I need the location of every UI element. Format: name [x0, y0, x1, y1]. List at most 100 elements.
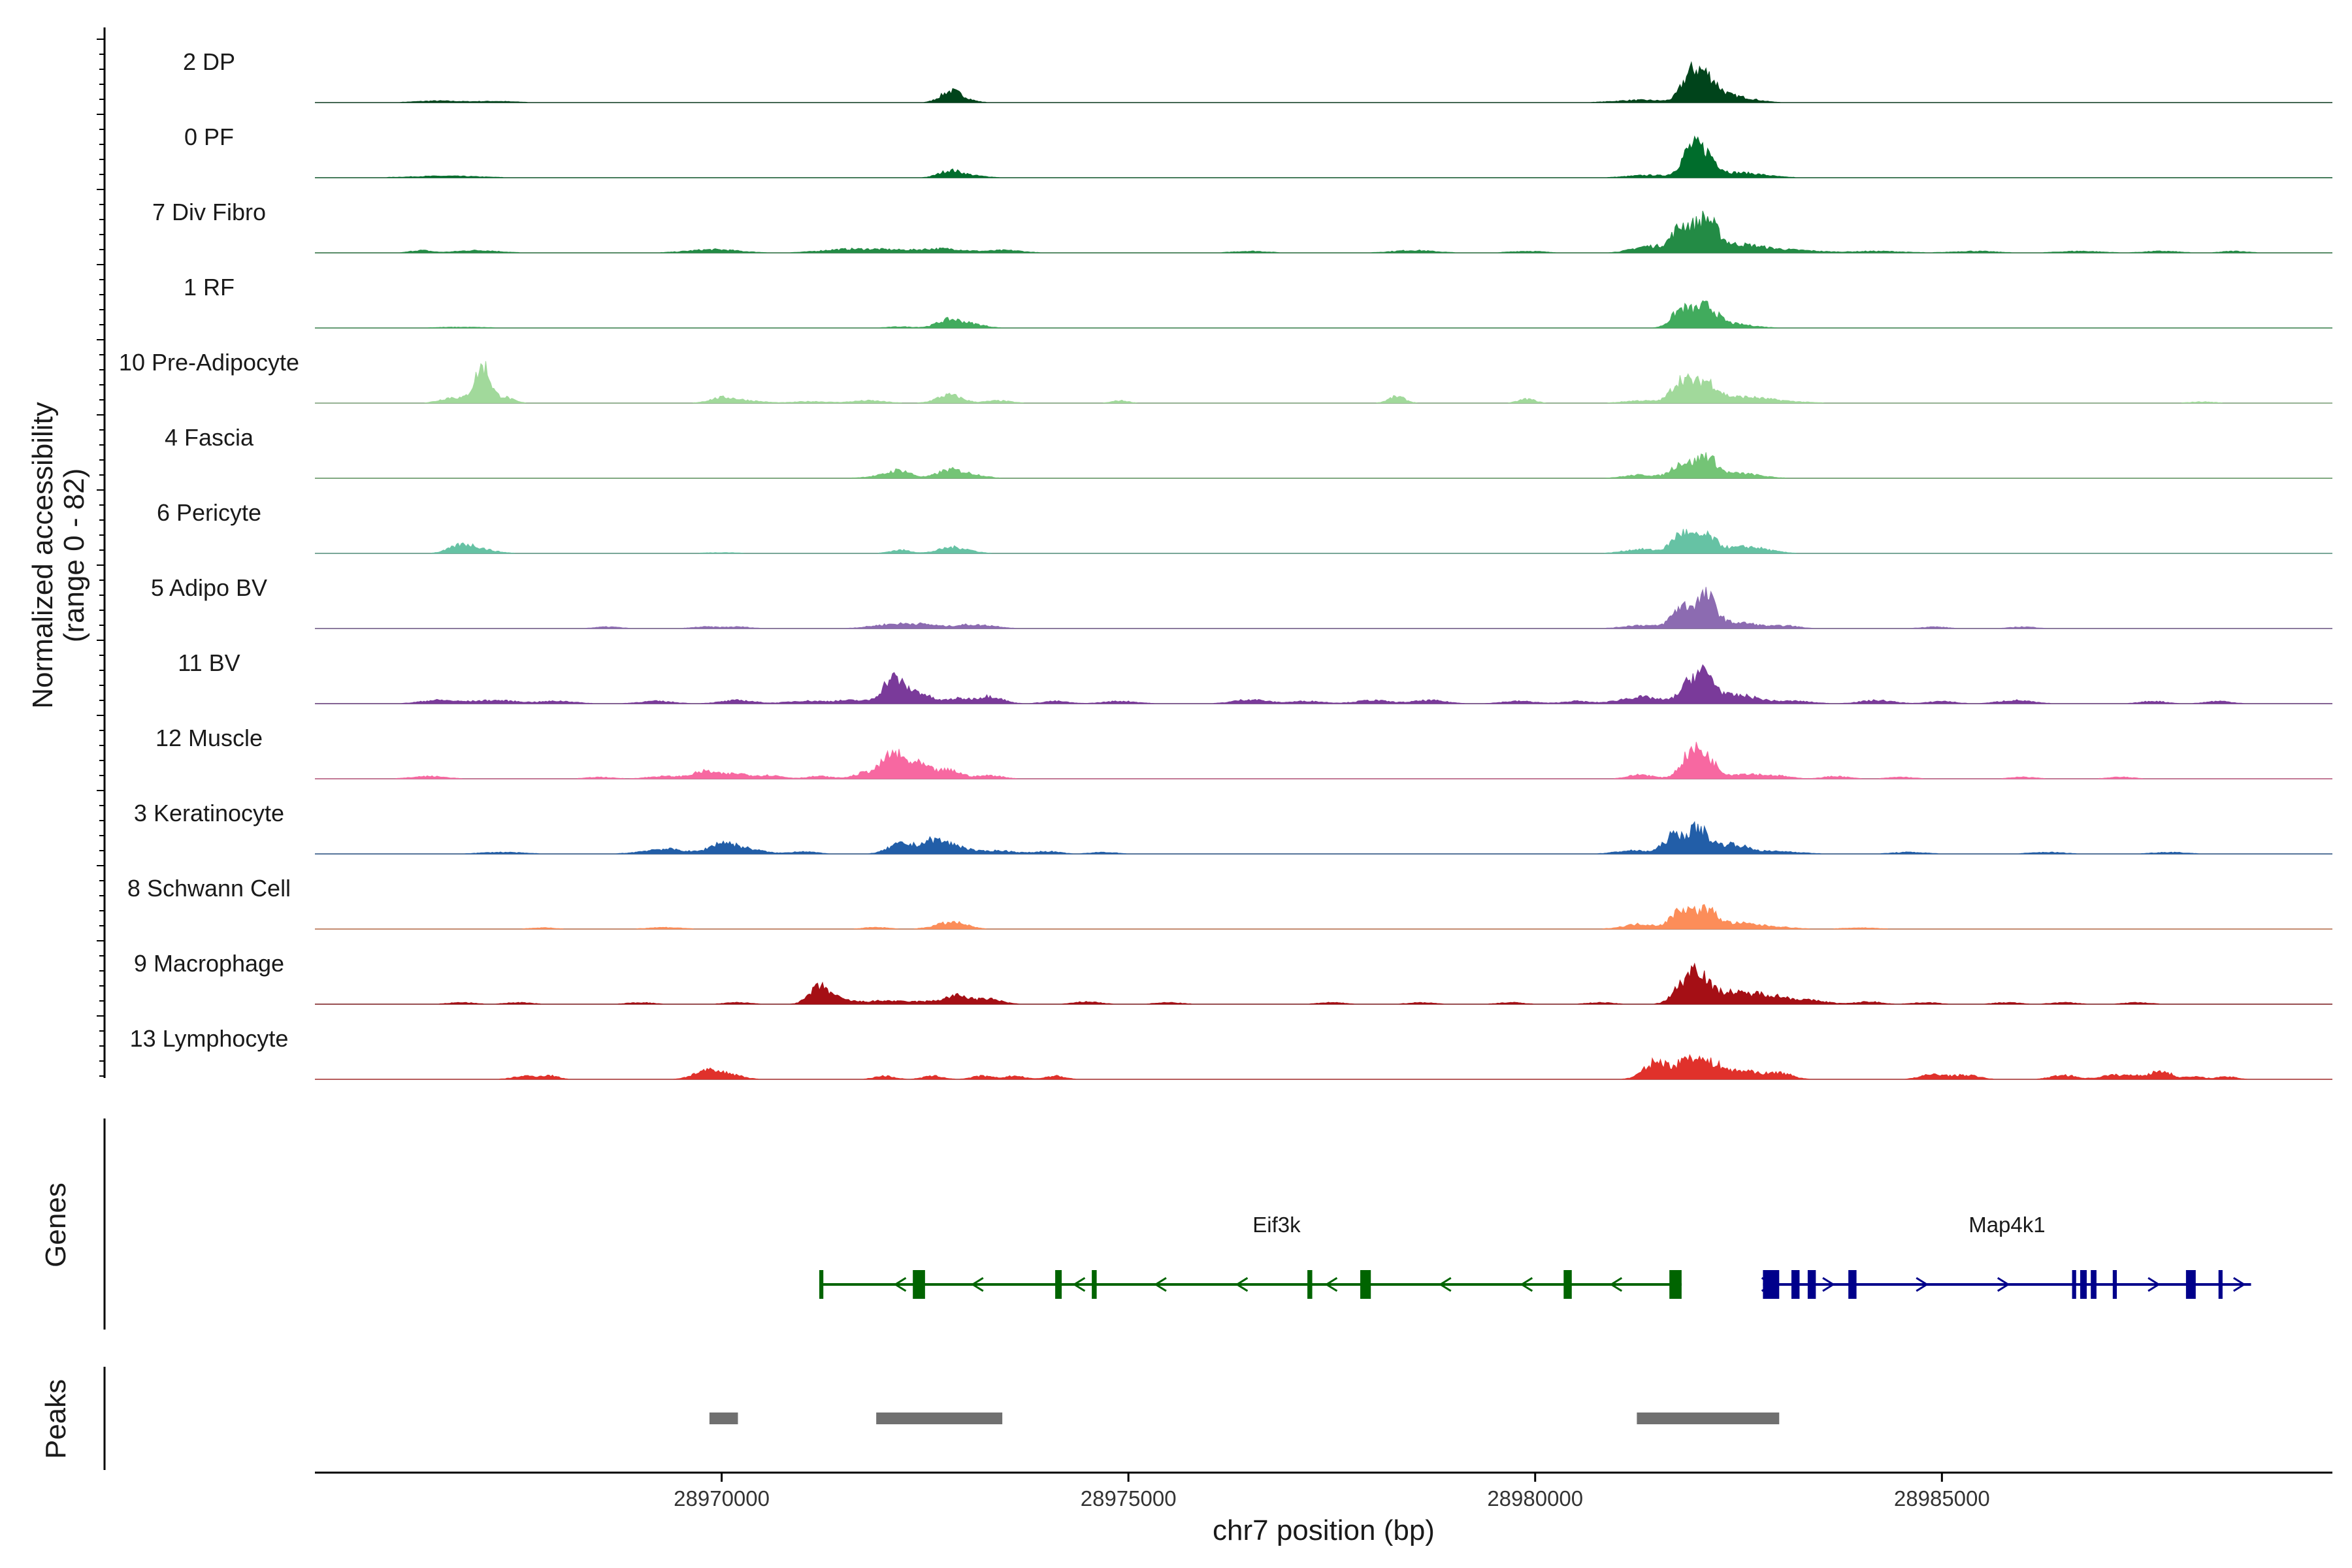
x-tick-label: 28985000 — [1894, 1486, 1990, 1511]
strand-arrow — [1235, 1277, 1249, 1292]
coverage-area — [315, 135, 2332, 178]
gene-exon — [1563, 1270, 1572, 1299]
track-label: 7 Div Fibro — [152, 199, 266, 225]
x-tick-label: 28975000 — [1081, 1486, 1177, 1511]
track-7-div-fibro: 7 Div Fibro — [152, 199, 2332, 253]
gene-models: Eif3k Map4k1 — [819, 1213, 2251, 1299]
track-label: 1 RF — [184, 274, 235, 301]
track-0-pf: 0 PF — [184, 123, 2332, 178]
track-label: 13 Lymphocyte — [130, 1025, 289, 1052]
coverage-area — [315, 210, 2332, 253]
track-12-muscle: 12 Muscle — [155, 725, 2332, 779]
gene-exon — [1092, 1270, 1097, 1299]
gene-label: Map4k1 — [1968, 1213, 2045, 1237]
strand-arrow — [970, 1277, 984, 1292]
track-11-bv: 11 BV — [178, 649, 2332, 704]
coverage-area — [315, 821, 2332, 855]
gene-exon — [1848, 1270, 1857, 1299]
coverage-area — [315, 529, 2332, 554]
gene-exon — [2112, 1270, 2117, 1299]
gene-exon — [819, 1270, 824, 1299]
coverage-area — [315, 962, 2332, 1005]
strand-arrow — [1761, 1277, 1774, 1292]
gene-exon — [2091, 1270, 2097, 1299]
genes-panel: Genes Eif3k Map4k1 — [40, 1119, 2251, 1330]
gene-exon — [1791, 1270, 1800, 1299]
track-13-lymphocyte: 13 Lymphocyte — [130, 1025, 2332, 1080]
peaks-panel: Peaks — [40, 1367, 1780, 1470]
y-axis-title: Normalized accessibility — [27, 402, 59, 708]
track-label: 3 Keratinocyte — [134, 800, 284, 826]
strand-arrow — [2233, 1277, 2246, 1292]
track-label: 4 Fascia — [165, 424, 254, 451]
coverage-area — [315, 664, 2332, 704]
coverage-area — [315, 1054, 2332, 1080]
x-tick-label: 28980000 — [1487, 1486, 1583, 1511]
x-tick-label: 28970000 — [674, 1486, 770, 1511]
gene-exon — [1807, 1270, 1816, 1299]
y-axis-ticks — [97, 39, 105, 1077]
track-label: 12 Muscle — [155, 725, 263, 751]
gene-exon — [2080, 1270, 2087, 1299]
strand-arrow — [1324, 1277, 1338, 1292]
strand-arrow — [1438, 1277, 1452, 1292]
y-axis: Normalized accessibility (range 0 - 82) — [27, 27, 106, 1078]
track-label: 6 Pericyte — [157, 499, 261, 526]
track-1-rf: 1 RF — [184, 274, 2332, 329]
strand-arrow — [893, 1277, 907, 1292]
track-6-pericyte: 6 Pericyte — [157, 499, 2332, 554]
track-8-schwann-cell: 8 Schwann Cell — [127, 875, 2332, 930]
x-axis-title: chr7 position (bp) — [1213, 1514, 1435, 1546]
track-2-dp: 2 DP — [183, 48, 2332, 103]
track-label: 9 Macrophage — [134, 950, 284, 977]
track-label: 11 BV — [178, 649, 240, 676]
x-axis: 28970000 28975000 28980000 28985000 chr7 po… — [315, 1471, 2332, 1546]
track-9-macrophage: 9 Macrophage — [134, 950, 2332, 1005]
coverage-area — [315, 587, 2332, 629]
track-label: 0 PF — [184, 123, 234, 150]
strand-arrow — [1520, 1277, 1533, 1292]
strand-arrow — [1072, 1277, 1086, 1292]
coverage-area — [315, 61, 2332, 103]
track-label: 8 Schwann Cell — [127, 875, 291, 902]
strand-arrow — [1916, 1277, 1929, 1292]
peak-regions — [709, 1413, 1780, 1424]
peak-region — [709, 1413, 738, 1424]
track-5-adipo-bv: 5 Adipo BV — [151, 574, 2332, 629]
gene-exon — [2185, 1270, 2196, 1299]
coverage-area — [315, 361, 2332, 404]
coverage-area — [315, 452, 2332, 479]
strand-arrow — [2148, 1277, 2161, 1292]
strand-arrow — [1154, 1277, 1167, 1292]
gene-exon — [1055, 1270, 1062, 1299]
strand-arrow — [1997, 1277, 2010, 1292]
track-label: 2 DP — [183, 48, 235, 75]
peak-region — [876, 1413, 1003, 1424]
track-label: 5 Adipo BV — [151, 574, 267, 601]
track-10-pre-adipocyte: 10 Pre-Adipocyte — [119, 349, 2332, 404]
gene-exon — [2218, 1270, 2223, 1299]
gene-eif3k: Eif3k — [819, 1213, 1682, 1299]
peaks-axis-title: Peaks — [40, 1379, 72, 1459]
coverage-tracks: 2 DP 0 PF 7 Div Fibro 1 RF 10 Pre-Adipocyte 4… — [119, 48, 2332, 1080]
y-axis-range: (range 0 - 82) — [58, 468, 90, 643]
gene-exon — [1360, 1270, 1371, 1299]
gene-exon — [1669, 1270, 1682, 1299]
track-3-keratinocyte: 3 Keratinocyte — [134, 800, 2332, 855]
genes-axis-title: Genes — [40, 1183, 72, 1267]
track-label: 10 Pre-Adipocyte — [119, 349, 299, 376]
gene-label: Eif3k — [1252, 1213, 1301, 1237]
strand-arrow — [1609, 1277, 1623, 1292]
x-axis-ticks: 28970000 28975000 28980000 28985000 — [674, 1473, 1990, 1511]
gene-map4k1: Map4k1 — [1761, 1213, 2251, 1299]
gene-exon — [913, 1270, 925, 1299]
coverage-area — [315, 300, 2332, 329]
coverage-area — [315, 742, 2332, 779]
track-4-fascia: 4 Fascia — [165, 424, 2332, 479]
strand-arrow — [1822, 1277, 1835, 1292]
gene-exon — [1307, 1270, 1313, 1299]
gene-exon — [2072, 1270, 2076, 1299]
coverage-area — [315, 904, 2332, 930]
peak-region — [1637, 1413, 1780, 1424]
